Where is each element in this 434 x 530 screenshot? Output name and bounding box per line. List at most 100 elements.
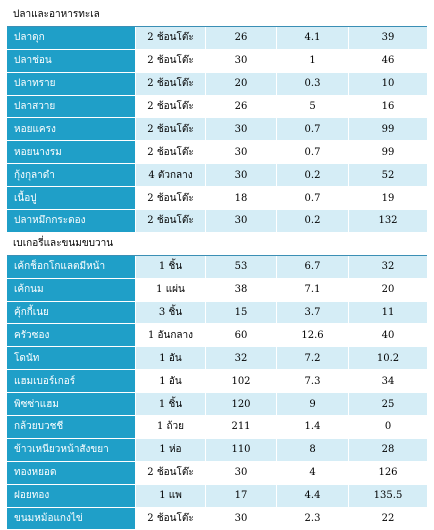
value-col3-cell: 99 (349, 118, 427, 141)
food-name-cell: พิซซ่าแฮม (7, 393, 136, 416)
value-col2-cell: 1.4 (277, 416, 349, 438)
table-row: ปลาดุก 2 ช้อนโต๊ะ 26 4.1 39 (7, 26, 427, 50)
table-row: ข้าวเหนียวหน้าสังขยา 1 ห่อ 110 8 28 (7, 438, 427, 462)
value-col3-cell: 32 (349, 255, 427, 278)
value-col2-cell: 0.7 (277, 187, 349, 210)
value-col2-cell: 0.2 (277, 164, 349, 187)
value-col1-cell: 53 (206, 255, 277, 278)
value-col2-cell: 4.4 (277, 484, 349, 507)
food-name-cell: เนื้อปู (7, 187, 136, 210)
portion-cell: 2 ช้อนโต๊ะ (136, 507, 206, 530)
value-col3-cell: 99 (349, 141, 427, 164)
value-col2-cell: 5 (277, 95, 349, 118)
value-col3-cell: 39 (349, 26, 427, 49)
portion-cell: 3 ชิ้น (136, 301, 206, 324)
table-row: ขนมหม้อแกงไข่ 2 ช้อนโต๊ะ 30 2.3 22 (7, 507, 427, 530)
value-col3-cell: 10.2 (349, 347, 427, 370)
food-name-cell: กล้วยบวชชี (7, 416, 136, 438)
value-col2-cell: 0.3 (277, 72, 349, 95)
value-col2-cell: 3.7 (277, 301, 349, 324)
portion-cell: 4 ตัวกลาง (136, 164, 206, 187)
portion-cell: 1 แพ (136, 484, 206, 507)
value-col1-cell: 38 (206, 278, 277, 301)
table-row: ปลาหมึกกระดอง 2 ช้อนโต๊ะ 30 0.2 132 (7, 210, 427, 233)
table-row: เนื้อปู 2 ช้อนโต๊ะ 18 0.7 19 (7, 187, 427, 211)
food-name-cell: ข้าวเหนียวหน้าสังขยา (7, 438, 136, 461)
portion-cell: 2 ช้อนโต๊ะ (136, 49, 206, 72)
food-name-cell: ปลาหมึกกระดอง (7, 210, 136, 232)
value-col2-cell: 6.7 (277, 255, 349, 278)
table-row: แฮมเบอร์เกอร์ 1 อัน 102 7.3 34 (7, 370, 427, 394)
value-col2-cell: 7.1 (277, 278, 349, 301)
value-col1-cell: 17 (206, 484, 277, 507)
food-name-cell: โดนัท (7, 347, 136, 370)
value-col3-cell: 132 (349, 210, 427, 232)
table-row: เค้กนม 1 แผ่น 38 7.1 20 (7, 278, 427, 302)
portion-cell: 2 ช้อนโต๊ะ (136, 95, 206, 118)
value-col1-cell: 30 (206, 210, 277, 232)
value-col1-cell: 30 (206, 507, 277, 530)
value-col3-cell: 19 (349, 187, 427, 210)
food-name-cell: กุ้งกุลาดำ (7, 164, 136, 187)
portion-cell: 1 ชิ้น (136, 393, 206, 416)
value-col1-cell: 18 (206, 187, 277, 210)
portion-cell: 2 ช้อนโต๊ะ (136, 118, 206, 141)
portion-cell: 1 ถ้วย (136, 416, 206, 438)
value-col3-cell: 135.5 (349, 484, 427, 507)
value-col1-cell: 102 (206, 370, 277, 393)
table-row: ครัวซอง 1 อันกลาง 60 12.6 40 (7, 324, 427, 348)
section-header: เบเกอรี่และขนมขบวาน (7, 232, 427, 256)
value-col3-cell: 34 (349, 370, 427, 393)
table-row: พิซซ่าแฮม 1 ชิ้น 120 9 25 (7, 393, 427, 417)
portion-cell: 1 ห่อ (136, 438, 206, 461)
value-col3-cell: 0 (349, 416, 427, 438)
portion-cell: 2 ช้อนโต๊ะ (136, 461, 206, 484)
section-title: เบเกอรี่และขนมขบวาน (13, 238, 114, 250)
value-col1-cell: 211 (206, 416, 277, 438)
value-col1-cell: 30 (206, 118, 277, 141)
value-col1-cell: 30 (206, 461, 277, 484)
portion-cell: 1 อันกลาง (136, 324, 206, 347)
value-col2-cell: 2.3 (277, 507, 349, 530)
food-name-cell: ครัวซอง (7, 324, 136, 347)
table-row: ฝอยทอง 1 แพ 17 4.4 135.5 (7, 484, 427, 508)
value-col1-cell: 30 (206, 49, 277, 72)
portion-cell: 2 ช้อนโต๊ะ (136, 26, 206, 49)
value-col1-cell: 15 (206, 301, 277, 324)
table-row: เค้กช็อกโกแลตมีหน้า 1 ชิ้น 53 6.7 32 (7, 255, 427, 279)
portion-cell: 1 แผ่น (136, 278, 206, 301)
food-name-cell: เค้กนม (7, 278, 136, 301)
portion-cell: 1 ชิ้น (136, 255, 206, 278)
value-col1-cell: 30 (206, 164, 277, 187)
value-col2-cell: 0.7 (277, 141, 349, 164)
table-row: คุ้กกี้เนย 3 ชิ้น 15 3.7 11 (7, 301, 427, 325)
value-col2-cell: 7.2 (277, 347, 349, 370)
value-col1-cell: 20 (206, 72, 277, 95)
value-col3-cell: 22 (349, 507, 427, 530)
portion-cell: 2 ช้อนโต๊ะ (136, 187, 206, 210)
portion-cell: 2 ช้อนโต๊ะ (136, 72, 206, 95)
section-title: ปลาและอาหารทะเล (13, 9, 100, 21)
food-name-cell: ปลาดุก (7, 26, 136, 49)
food-name-cell: ปลาสวาย (7, 95, 136, 118)
table-row: ปลาสวาย 2 ช้อนโต๊ะ 26 5 16 (7, 95, 427, 119)
value-col3-cell: 46 (349, 49, 427, 72)
food-name-cell: หอยนางรม (7, 141, 136, 164)
value-col2-cell: 0.2 (277, 210, 349, 232)
food-name-cell: คุ้กกี้เนย (7, 301, 136, 324)
value-col3-cell: 25 (349, 393, 427, 416)
value-col2-cell: 0.7 (277, 118, 349, 141)
food-name-cell: ฝอยทอง (7, 484, 136, 507)
food-name-cell: หอยแครง (7, 118, 136, 141)
value-col2-cell: 8 (277, 438, 349, 461)
value-col3-cell: 40 (349, 324, 427, 347)
food-name-cell: เค้กช็อกโกแลตมีหน้า (7, 255, 136, 278)
value-col1-cell: 30 (206, 141, 277, 164)
value-col1-cell: 26 (206, 26, 277, 49)
food-name-cell: ทองหยอด (7, 461, 136, 484)
table-row: ปลาช่อน 2 ช้อนโต๊ะ 30 1 46 (7, 49, 427, 73)
food-name-cell: แฮมเบอร์เกอร์ (7, 370, 136, 393)
value-col3-cell: 10 (349, 72, 427, 95)
portion-cell: 1 อัน (136, 370, 206, 393)
food-name-cell: ปลาทราย (7, 72, 136, 95)
